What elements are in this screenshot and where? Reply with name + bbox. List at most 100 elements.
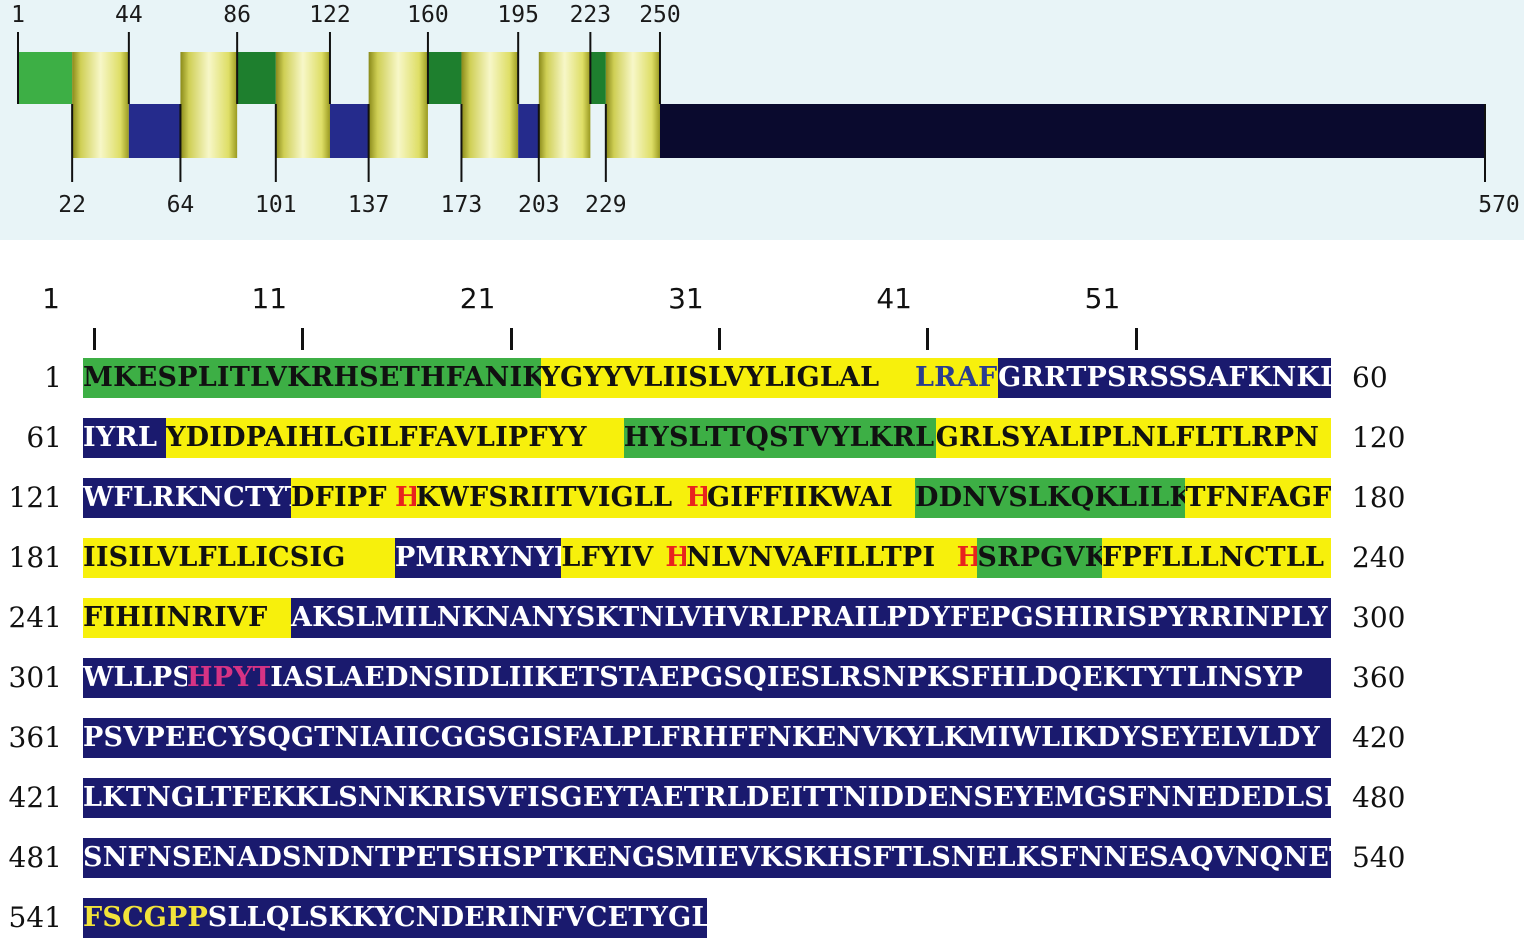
sequence-segment-blue: SLLQLSKKYCNDERINFVCETYGL [207, 898, 710, 938]
domain-segment-helix [368, 52, 428, 158]
sequence-segment-blue: WLLPS [83, 658, 192, 698]
ruler-tick [93, 328, 96, 350]
sequence-row: 61 IYRL YDIDPAIHLGILFFAVLIPFYY HYSLTTQSTVYL… [0, 418, 1524, 458]
domain-segment-dark_green [427, 52, 462, 104]
bottom-position-label: 229 [585, 192, 627, 218]
row-start-number: 361 [8, 721, 62, 754]
sequence-segment-green: HYSLTTQSTVYLKRL [623, 418, 936, 458]
sequence-segment-green: DDNVSLKQKLILK [914, 478, 1193, 518]
row-end-number: 60 [1352, 361, 1388, 394]
sequence-segment-yellow: FIHIINRIVF [83, 598, 291, 638]
sequence-segment-green: MKESPLITLVKRHSETHFANIK [83, 358, 546, 398]
sequence-segment-blue: SNFNSENADSNDNTPETSHSPTKENGSMIEVKSKHSFTLS… [83, 838, 1399, 878]
sequence-segment-yellow: YGYYVLIISLVYLIGLAL [540, 358, 915, 398]
top-position-label: 223 [570, 2, 612, 28]
domain-segment-green [18, 52, 73, 104]
domain-segment-navy [659, 104, 1485, 158]
sequence-segment-yellow: TFNFAGF [1185, 478, 1331, 518]
bottom-position-label: 137 [348, 192, 390, 218]
sequence-row: 301 WLLPSHPYTIASLAEDNSIDLIIKETSTAEPGSQIES… [0, 658, 1524, 698]
domain-segment-helix [605, 52, 660, 158]
ruler-number: 11 [251, 282, 288, 315]
sequence-segment-blue: AKSLMILNKNANYSKTNLVHVRLPRAILPDYFEPGSHIRI… [291, 598, 1331, 638]
top-position-label: 195 [497, 2, 539, 28]
domain-segment-helix [538, 52, 591, 158]
ruler-number: 21 [459, 282, 496, 315]
domain-segment-helix [461, 52, 519, 158]
sequence-segment-yellow: KWFSRIITVIGLL [415, 478, 687, 518]
sequence-row: 181 IISILVLFLLICSIG PMRRYNYRLFYIV HNLVNVAFI… [0, 538, 1524, 578]
domain-segment-blue [128, 104, 181, 158]
domain-segment-helix [275, 52, 330, 158]
sequence-segment-yellow: GRLSYALIPLNLFLTLRPN [935, 418, 1331, 458]
bottom-position-label: 64 [167, 192, 195, 218]
sequence-segment-yellow: FPFLLLNCTLL [1102, 538, 1331, 578]
row-end-number: 180 [1352, 481, 1406, 514]
top-position-label: 250 [639, 2, 681, 28]
sequence-segment-yellow: H [956, 538, 982, 578]
domain-segment-helix [180, 52, 238, 158]
sequence-row: 241 FIHIINRIVF AKSLMILNKNANYSKTNLVHVRLPRAI… [0, 598, 1524, 638]
sequence-segment-blue: PMRRYNYR [395, 538, 576, 578]
bottom-position-label: 22 [58, 192, 86, 218]
sequence-segment-blue: PSVPEECYSQGTNIAIICGGSGISFALPLFRHFFNKENVK… [83, 718, 1331, 758]
bottom-position-label: 570 [1478, 192, 1520, 218]
row-start-number: 421 [8, 781, 62, 814]
sequence-segment-yellow: LFYIV [561, 538, 666, 578]
sequence-section: 1 1 1 21 31 41 51 1 MKESPLITLVKRHSETHFANIKYGYYV… [0, 240, 1524, 946]
sequence-line: WLLPSHPYTIASLAEDNSIDLIIKETSTAEPGSQIESLRS… [83, 658, 1331, 698]
top-position-label: 122 [309, 2, 351, 28]
sequence-segment-blue: GRRTPSRSSSAFKNKI [998, 358, 1333, 398]
row-start-number: 121 [8, 481, 62, 514]
row-end-number: 360 [1352, 661, 1406, 694]
row-start-number: 61 [26, 421, 62, 454]
sequence-row: 481 SNFNSENADSNDNTPETSHSPTKENGSMIEVKSKHSF… [0, 838, 1524, 878]
sequence-row: 421 LKTNGLTFEKKLSNNKRISVFISGEYTAETRLDEITT… [0, 778, 1524, 818]
sequence-row: 121 WFLRKNCTYTDFIPF HKWFSRIITVIGLL HGIFFIIK… [0, 478, 1524, 518]
sequence-segment-blue: WFLRKNCTYT [83, 478, 305, 518]
sequence-line: PSVPEECYSQGTNIAIICGGSGISFALPLFRHFFNKENVK… [83, 718, 1331, 758]
top-position-label: 1 [11, 2, 25, 28]
domain-segment-blue [518, 104, 539, 158]
sequence-segment-yellow: IISILVLFLLICSIG [83, 538, 395, 578]
domain-segment-helix [72, 52, 129, 158]
sequence-line: FIHIINRIVF AKSLMILNKNANYSKTNLVHVRLPRAILPD… [83, 598, 1331, 638]
bottom-position-label: 101 [255, 192, 297, 218]
ruler-number: 31 [668, 282, 704, 315]
sequence-segment-blue: HPYT [187, 658, 273, 698]
sequence-line: FSCGPPSLLQLSKKYCNDERINFVCETYGL [83, 898, 710, 938]
row-start-number: 181 [8, 541, 62, 574]
domain-segment-dark_green [590, 52, 606, 104]
row-end-number: 120 [1352, 421, 1406, 454]
row-end-number: 240 [1352, 541, 1406, 574]
ruler-tick [1134, 328, 1138, 350]
row-start-number: 541 [8, 901, 62, 934]
sequence-row: 361 PSVPEECYSQGTNIAIICGGSGISFALPLFRHFFNKE… [0, 718, 1524, 758]
sequence-segment-blue: IYRL [83, 418, 167, 458]
ruler-number: 41 [876, 282, 913, 315]
row-end-number: 420 [1352, 721, 1406, 754]
top-position-label: 86 [223, 2, 251, 28]
sequence-line: LKTNGLTFEKKLSNNKRISVFISGEYTAETRLDEITTNID… [83, 778, 1337, 818]
sequence-segment-blue: IASLAEDNSIDLIIKETSTAEPGSQIESLRSNPKSFHLDQ… [270, 658, 1331, 698]
ruler-number: 1 [42, 282, 60, 315]
ruler-number: 51 [1084, 282, 1121, 315]
sequence-segment-blue: LKTNGLTFEKKLSNNKRISVFISGEYTAETRLDEITTNID… [83, 778, 1337, 818]
domain-map: 1 44 86 122 160 195 223 250 22 64 101 137 173 203 229 5… [11, 2, 1520, 218]
ruler-tick [717, 328, 721, 350]
sequence-line: WFLRKNCTYTDFIPF HKWFSRIITVIGLL HGIFFIIKWAI… [83, 478, 1331, 518]
sequence-row: 541 FSCGPPSLLQLSKKYCNDERINFVCETYGL [0, 898, 1524, 938]
sequence-segment-yellow: H [665, 538, 691, 578]
sequence-segment-yellow: DFIPF [291, 478, 395, 518]
sequence-line: IISILVLFLLICSIG PMRRYNYRLFYIV HNLVNVAFILLT… [83, 538, 1331, 578]
domain-segment-dark_green [237, 52, 276, 104]
domain-segment-blue [329, 104, 369, 158]
row-end-number: 300 [1352, 601, 1406, 634]
top-position-label: 160 [407, 2, 449, 28]
sequence-line: SNFNSENADSNDNTPETSHSPTKENGSMIEVKSKHSFTLS… [83, 838, 1399, 878]
top-position-label: 44 [115, 2, 143, 28]
sequence-line: MKESPLITLVKRHSETHFANIKYGYYVLIISLVYLIGLAL… [83, 358, 1333, 398]
sequence-segment-yellow: H [395, 478, 421, 518]
domain-map-panel: 1 44 86 122 160 195 223 250 22 64 101 137 173 203 229 5… [0, 0, 1524, 240]
sequence-segment-yellow: H [686, 478, 712, 518]
